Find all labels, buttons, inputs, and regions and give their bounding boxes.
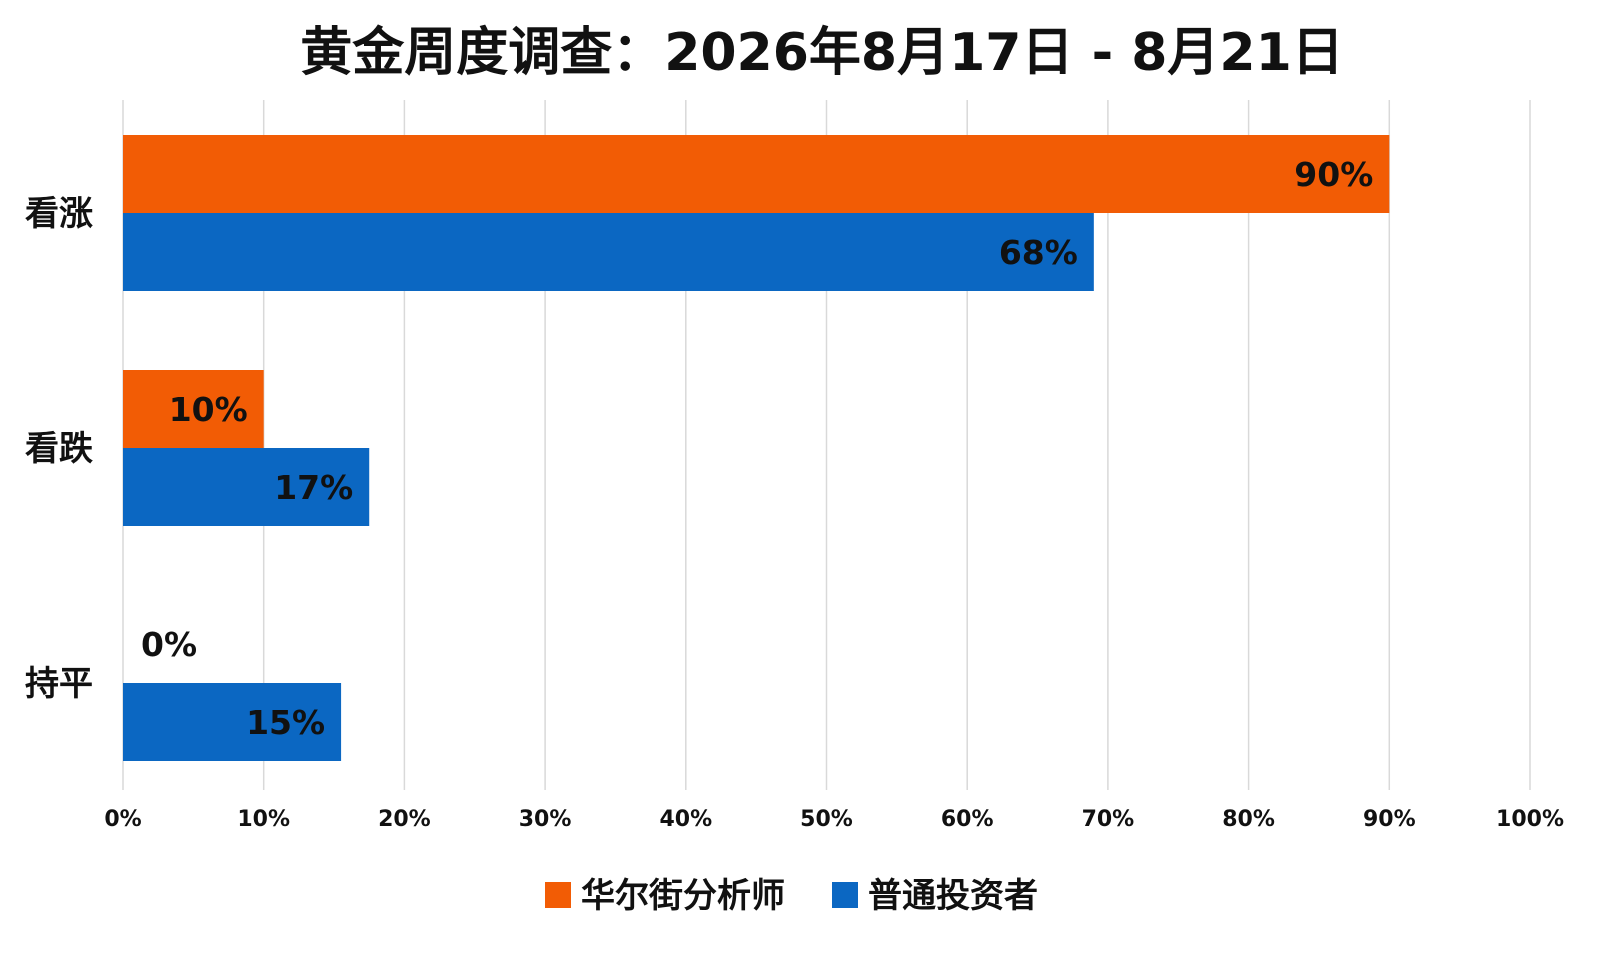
data-label: 17% <box>274 468 353 507</box>
bar <box>123 683 342 761</box>
bar <box>123 370 264 448</box>
x-tick-label: 50% <box>800 807 853 832</box>
x-tick-label: 100% <box>1496 807 1564 832</box>
x-tick-label: 70% <box>1082 807 1135 832</box>
category-label: 持平 <box>25 664 93 704</box>
legend-swatch <box>545 882 571 908</box>
x-tick-label: 30% <box>519 807 572 832</box>
legend-label: 普通投资者 <box>868 876 1038 916</box>
legend: 华尔街分析师 普通投资者 <box>545 876 1038 916</box>
data-label: 68% <box>999 233 1078 272</box>
x-tick-label: 0% <box>104 807 141 832</box>
x-tick-label: 90% <box>1363 807 1416 832</box>
category-label: 看跌 <box>25 429 93 469</box>
x-axis-ticks: 0% 10% 20% 30% 40% 50% 60% 70% 80% 90% 100% <box>104 807 1564 832</box>
category-label: 看涨 <box>25 194 93 234</box>
x-tick-label: 10% <box>237 807 290 832</box>
chart-title: 黄金周度调查：2026年8月17日 - 8月21日 <box>300 23 1344 83</box>
data-label: 10% <box>169 390 248 429</box>
x-tick-label: 60% <box>941 807 994 832</box>
x-tick-label: 80% <box>1222 807 1275 832</box>
x-tick-label: 20% <box>378 807 431 832</box>
x-tick-label: 40% <box>659 807 712 832</box>
data-label: 0% <box>141 625 197 664</box>
bar <box>123 448 370 526</box>
data-label: 90% <box>1294 155 1373 194</box>
bars <box>123 135 1390 761</box>
legend-label: 华尔街分析师 <box>581 876 785 916</box>
data-label: 15% <box>246 703 325 742</box>
data-labels: 90% 68% 10% 17% 0% 15% <box>141 155 1373 742</box>
legend-swatch <box>832 882 858 908</box>
bar <box>123 135 1390 213</box>
bar <box>123 213 1094 291</box>
